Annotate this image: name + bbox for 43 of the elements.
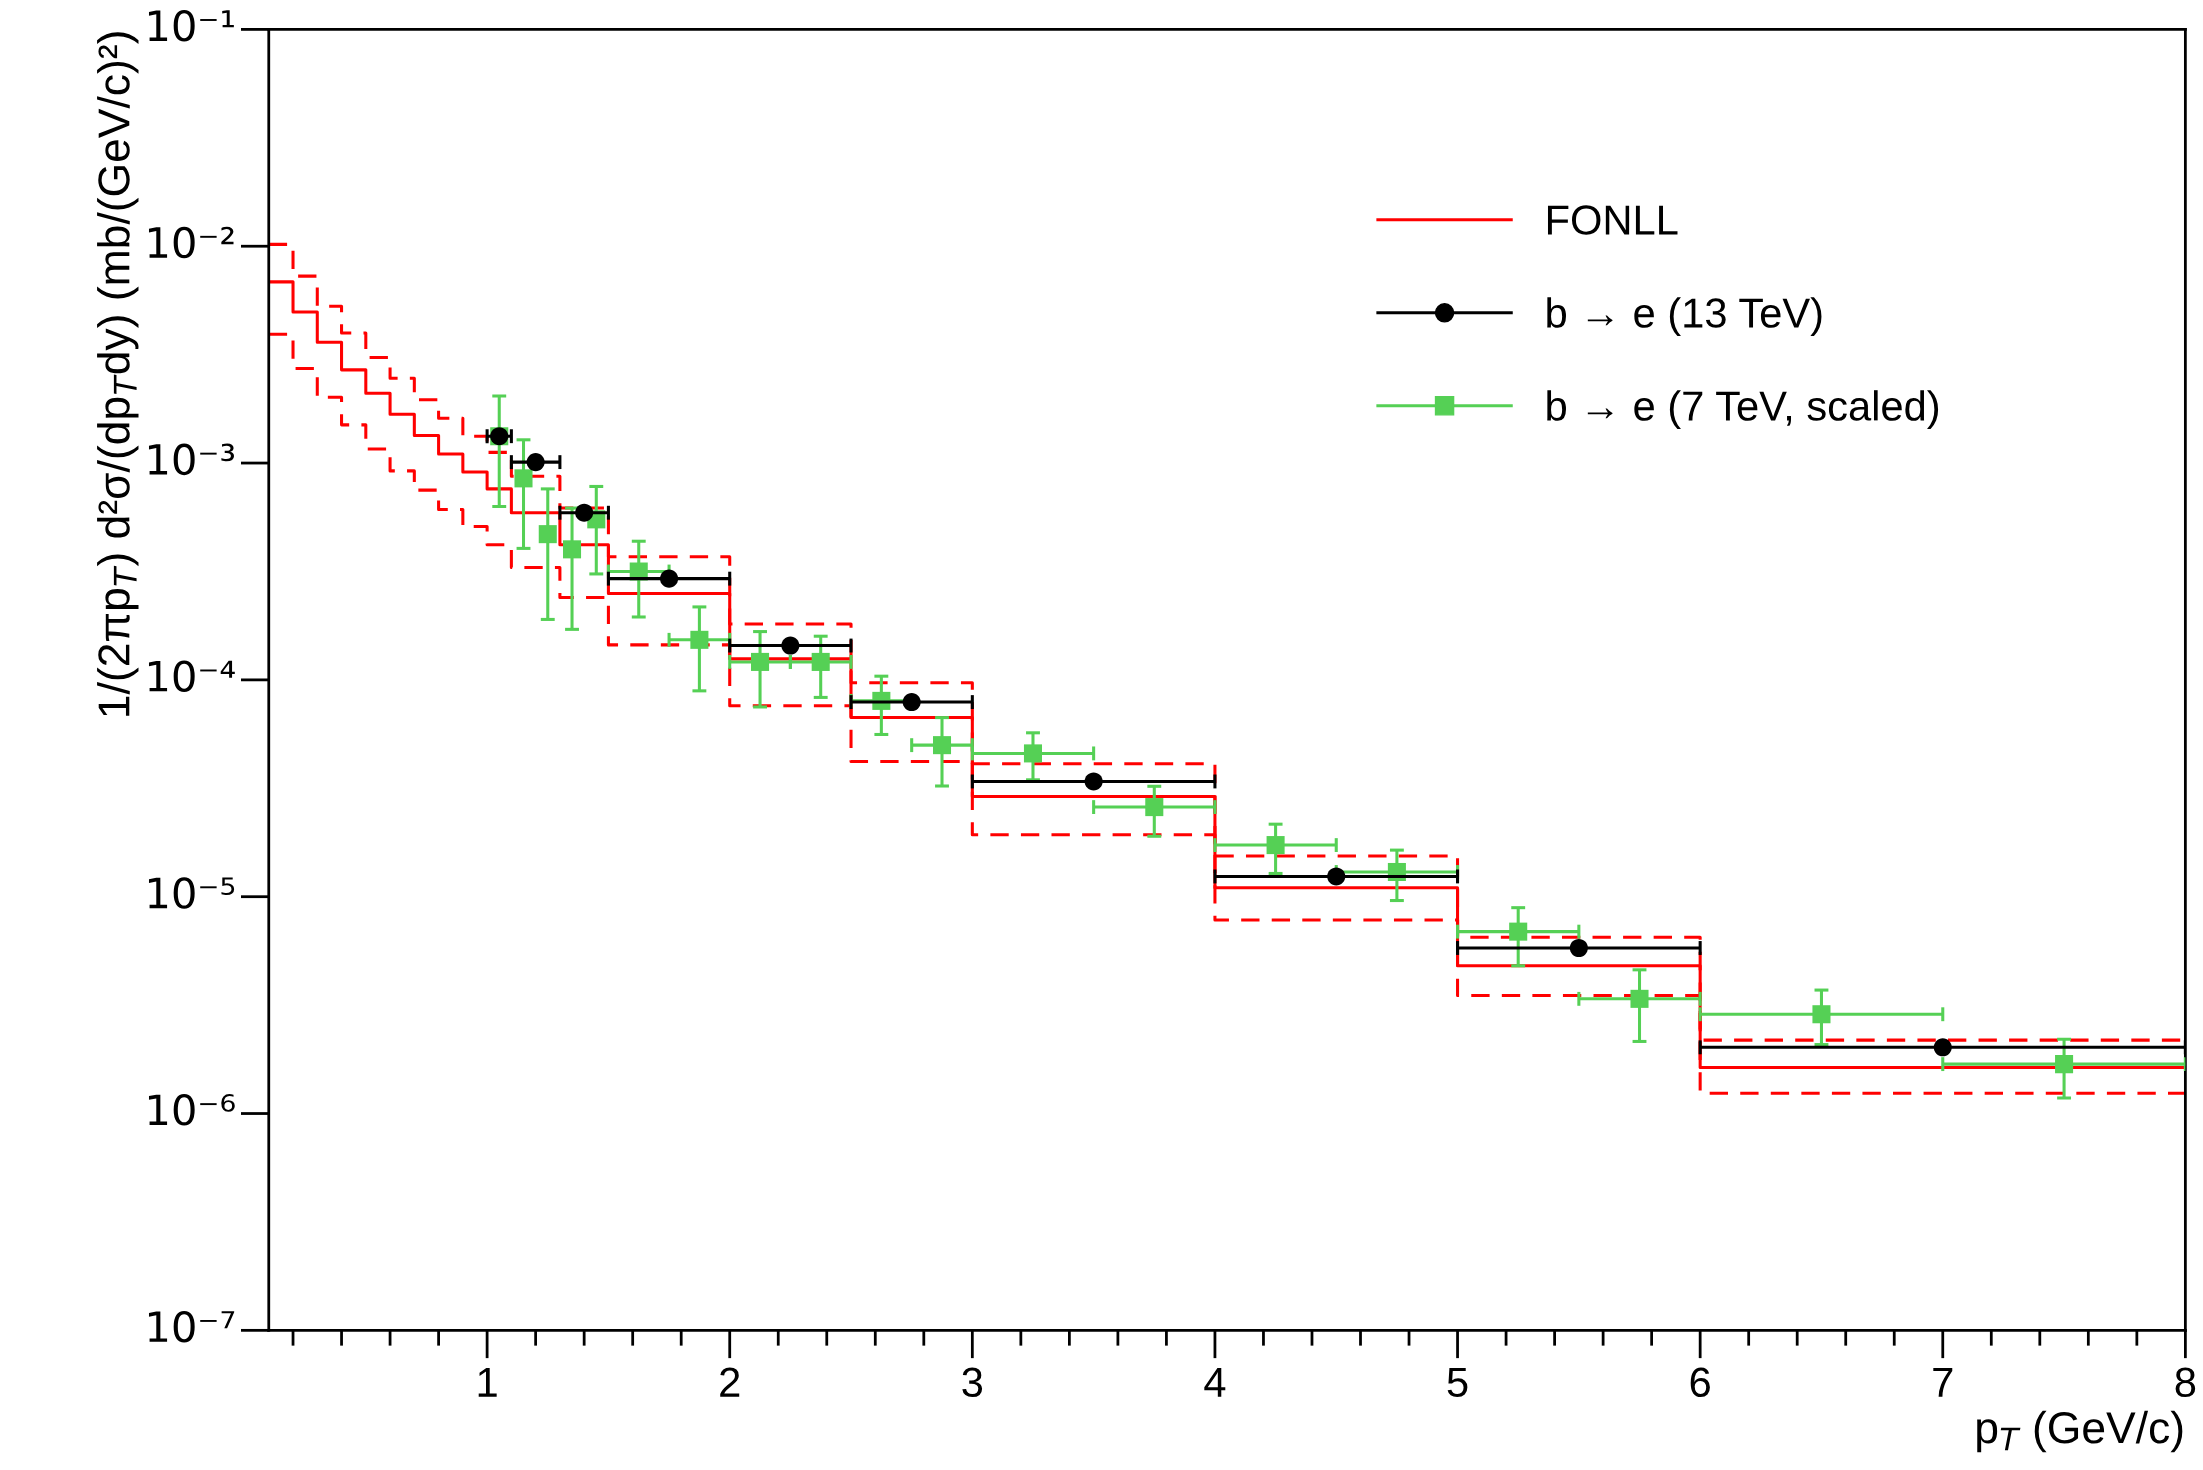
point xyxy=(538,525,557,544)
point xyxy=(1084,772,1103,791)
point xyxy=(1933,1038,1952,1057)
y-tick-label: 10⁻⁵ xyxy=(148,877,235,909)
x-tick-label: 6 xyxy=(1690,1367,1710,1398)
point xyxy=(1812,1005,1831,1024)
point xyxy=(575,503,594,522)
y-tick-label: 10⁻² xyxy=(148,226,234,259)
x-tick-label: 8 xyxy=(2175,1367,2196,1398)
legend-label: b → e (7 TeV, scaled) xyxy=(1547,390,1939,430)
point xyxy=(902,693,921,712)
point xyxy=(811,652,830,671)
point xyxy=(781,636,800,655)
point xyxy=(1509,922,1528,941)
legend-label: FONLL xyxy=(1547,205,1678,235)
point xyxy=(1145,798,1164,817)
x-tick-label: 1 xyxy=(478,1367,497,1397)
point xyxy=(526,453,545,472)
x-tick-label: 7 xyxy=(1933,1367,1953,1397)
y-tick-label: 10⁻⁷ xyxy=(148,1310,235,1343)
y-axis-title: 1/(2πp$_{T}$) d²σ/(dp$_{T}$dy) (mb/(GeV/c)²) xyxy=(97,32,139,716)
point xyxy=(1266,836,1285,855)
x-tick-label: 5 xyxy=(1447,1367,1468,1398)
y-tick-label: 10⁻¹ xyxy=(148,9,234,42)
y-tick-label: 10⁻³ xyxy=(148,443,235,476)
point xyxy=(2055,1055,2074,1074)
x-tick-label: 3 xyxy=(962,1367,983,1398)
x-axis-title: p$_{T}$ (GeV/c) xyxy=(1977,1410,2183,1453)
point xyxy=(1023,744,1043,763)
point xyxy=(690,630,709,649)
point xyxy=(1630,989,1649,1008)
point xyxy=(932,736,952,755)
point xyxy=(563,540,582,559)
point xyxy=(514,469,533,488)
x-tick-label: 4 xyxy=(1204,1367,1226,1397)
point xyxy=(1569,938,1588,958)
y-tick-label: 10⁻⁶ xyxy=(148,1094,235,1126)
point xyxy=(1327,867,1346,886)
legend-label: b → e (13 TeV) xyxy=(1547,297,1822,337)
point xyxy=(660,569,679,588)
point xyxy=(751,652,770,671)
x-tick-label: 2 xyxy=(720,1367,740,1397)
y-tick-label: 10⁻⁴ xyxy=(148,660,235,692)
